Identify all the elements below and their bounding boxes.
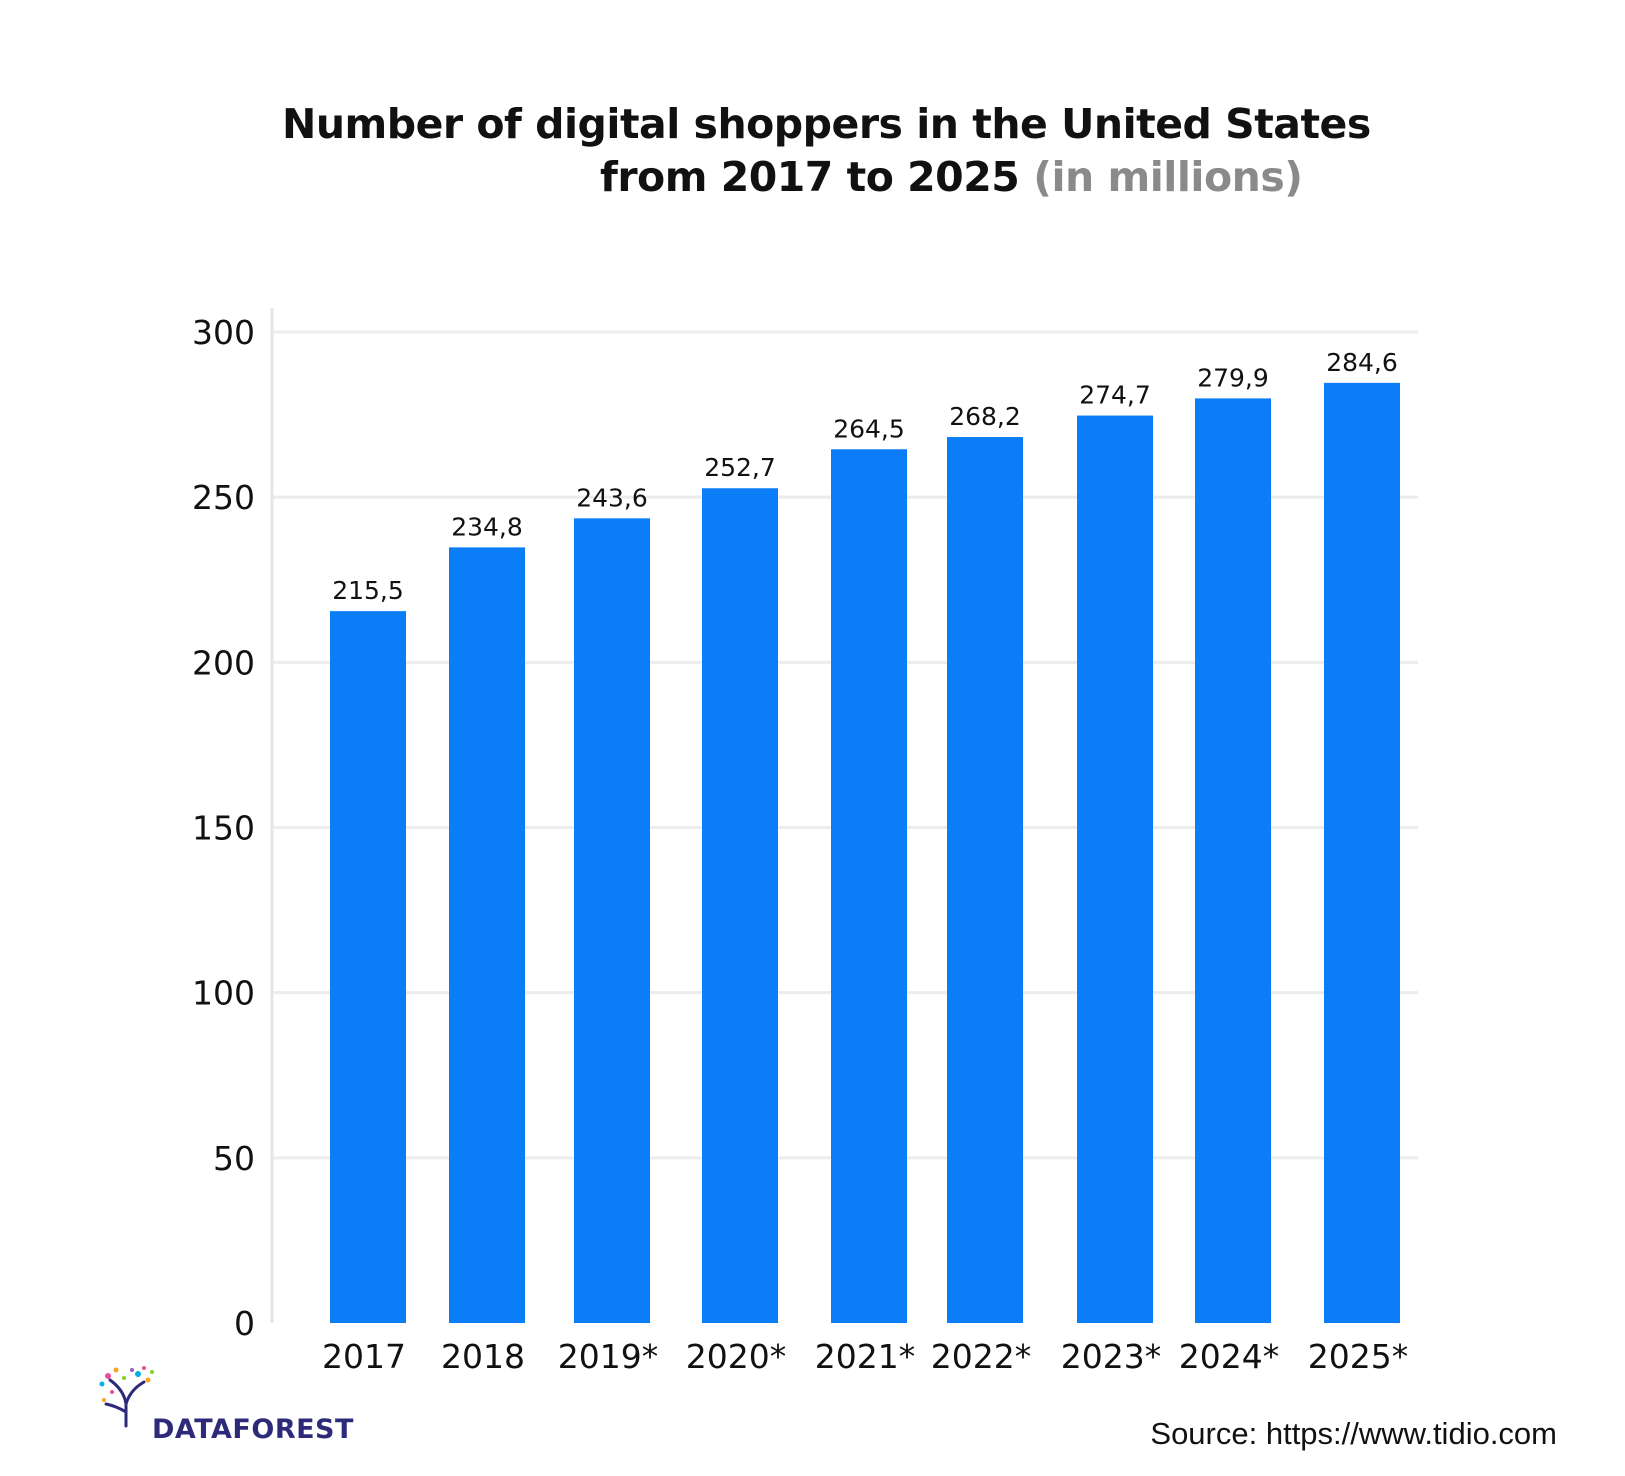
data-label: 274,7 — [1079, 381, 1151, 410]
y-tick-label: 100 — [192, 974, 255, 1013]
x-tick-label: 2018 — [441, 1337, 525, 1376]
logo-text: DATAFOREST — [152, 1414, 354, 1445]
data-label: 279,9 — [1197, 363, 1269, 392]
bar-2018 — [449, 547, 525, 1323]
data-label: 215,5 — [332, 576, 404, 605]
chart-title-line2: from 2017 to 2025 (in millions) — [600, 153, 1303, 201]
bars — [330, 382, 1400, 1324]
data-labels: 215,5 234,8 243,6 252,7 264,5 268,2 274,7 279,9… — [332, 348, 1398, 605]
bar-2022 — [947, 437, 1023, 1323]
x-tick-label: 2021* — [815, 1337, 915, 1376]
chart-title-line1: Number of digital shoppers in the United… — [282, 100, 1371, 148]
y-tick-label: 0 — [234, 1304, 255, 1343]
data-label: 243,6 — [576, 483, 648, 512]
bar-2024 — [1195, 398, 1271, 1324]
y-tick-label: 200 — [192, 643, 255, 682]
y-axis-ticks: 0 50 100 150 200 250 300 — [192, 313, 255, 1343]
dataforest-logo: DATAFOREST — [96, 1366, 353, 1450]
source-note: Source: https://www.tidio.com — [1150, 1416, 1557, 1451]
data-label: 268,2 — [949, 402, 1021, 431]
bar-2023 — [1077, 415, 1153, 1323]
bar-2025 — [1324, 382, 1400, 1323]
data-label: 234,8 — [451, 512, 523, 541]
chart-title-unit: (in millions) — [1033, 153, 1303, 201]
chart-title-years: from 2017 to 2025 — [600, 153, 1020, 201]
bar-2021 — [831, 449, 907, 1324]
x-tick-label: 2023* — [1061, 1337, 1161, 1376]
bar-2019 — [574, 518, 650, 1323]
data-label: 264,5 — [833, 414, 905, 443]
tree-logo-icon — [99, 1366, 154, 1428]
data-label: 252,7 — [704, 453, 776, 482]
bar-2020 — [702, 488, 778, 1323]
x-tick-label: 2017 — [322, 1337, 406, 1376]
x-tick-label: 2022* — [931, 1337, 1031, 1376]
x-tick-label: 2020* — [686, 1337, 786, 1376]
x-axis-ticks: 2017 2018 2019* 2020* 2021* 2022* 2023* 2024* 20… — [322, 1337, 1408, 1376]
bar-2017 — [330, 611, 406, 1323]
y-tick-label: 50 — [213, 1139, 255, 1178]
y-tick-label: 150 — [192, 809, 255, 848]
x-tick-label: 2025* — [1308, 1337, 1408, 1376]
x-tick-label: 2019* — [558, 1337, 658, 1376]
y-tick-label: 250 — [192, 478, 255, 517]
data-label: 284,6 — [1326, 348, 1398, 377]
x-tick-label: 2024* — [1179, 1337, 1279, 1376]
y-tick-label: 300 — [192, 313, 255, 352]
